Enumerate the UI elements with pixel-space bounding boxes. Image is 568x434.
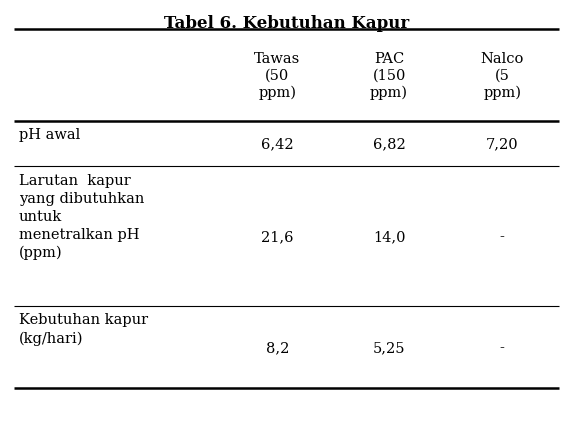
Text: Nalco
(5
ppm): Nalco (5 ppm) bbox=[481, 52, 524, 100]
Text: -: - bbox=[500, 340, 504, 354]
Text: Kebutuhan kapur
(kg/hari): Kebutuhan kapur (kg/hari) bbox=[19, 312, 148, 345]
Text: 6,42: 6,42 bbox=[261, 137, 294, 151]
Text: 6,82: 6,82 bbox=[373, 137, 406, 151]
Text: pH awal: pH awal bbox=[19, 128, 80, 142]
Text: Tawas
(50
ppm): Tawas (50 ppm) bbox=[254, 52, 300, 100]
Text: 7,20: 7,20 bbox=[486, 137, 519, 151]
Text: Larutan  kapur
yang dibutuhkan
untuk
menetralkan pH
(ppm): Larutan kapur yang dibutuhkan untuk mene… bbox=[19, 174, 144, 260]
Text: 8,2: 8,2 bbox=[266, 340, 289, 354]
Text: -: - bbox=[500, 230, 504, 243]
Text: PAC
(150
ppm): PAC (150 ppm) bbox=[370, 52, 408, 100]
Text: 5,25: 5,25 bbox=[373, 340, 406, 354]
Text: 21,6: 21,6 bbox=[261, 230, 294, 243]
Text: 14,0: 14,0 bbox=[373, 230, 406, 243]
Text: Tabel 6. Kebutuhan Kapur: Tabel 6. Kebutuhan Kapur bbox=[164, 15, 410, 32]
